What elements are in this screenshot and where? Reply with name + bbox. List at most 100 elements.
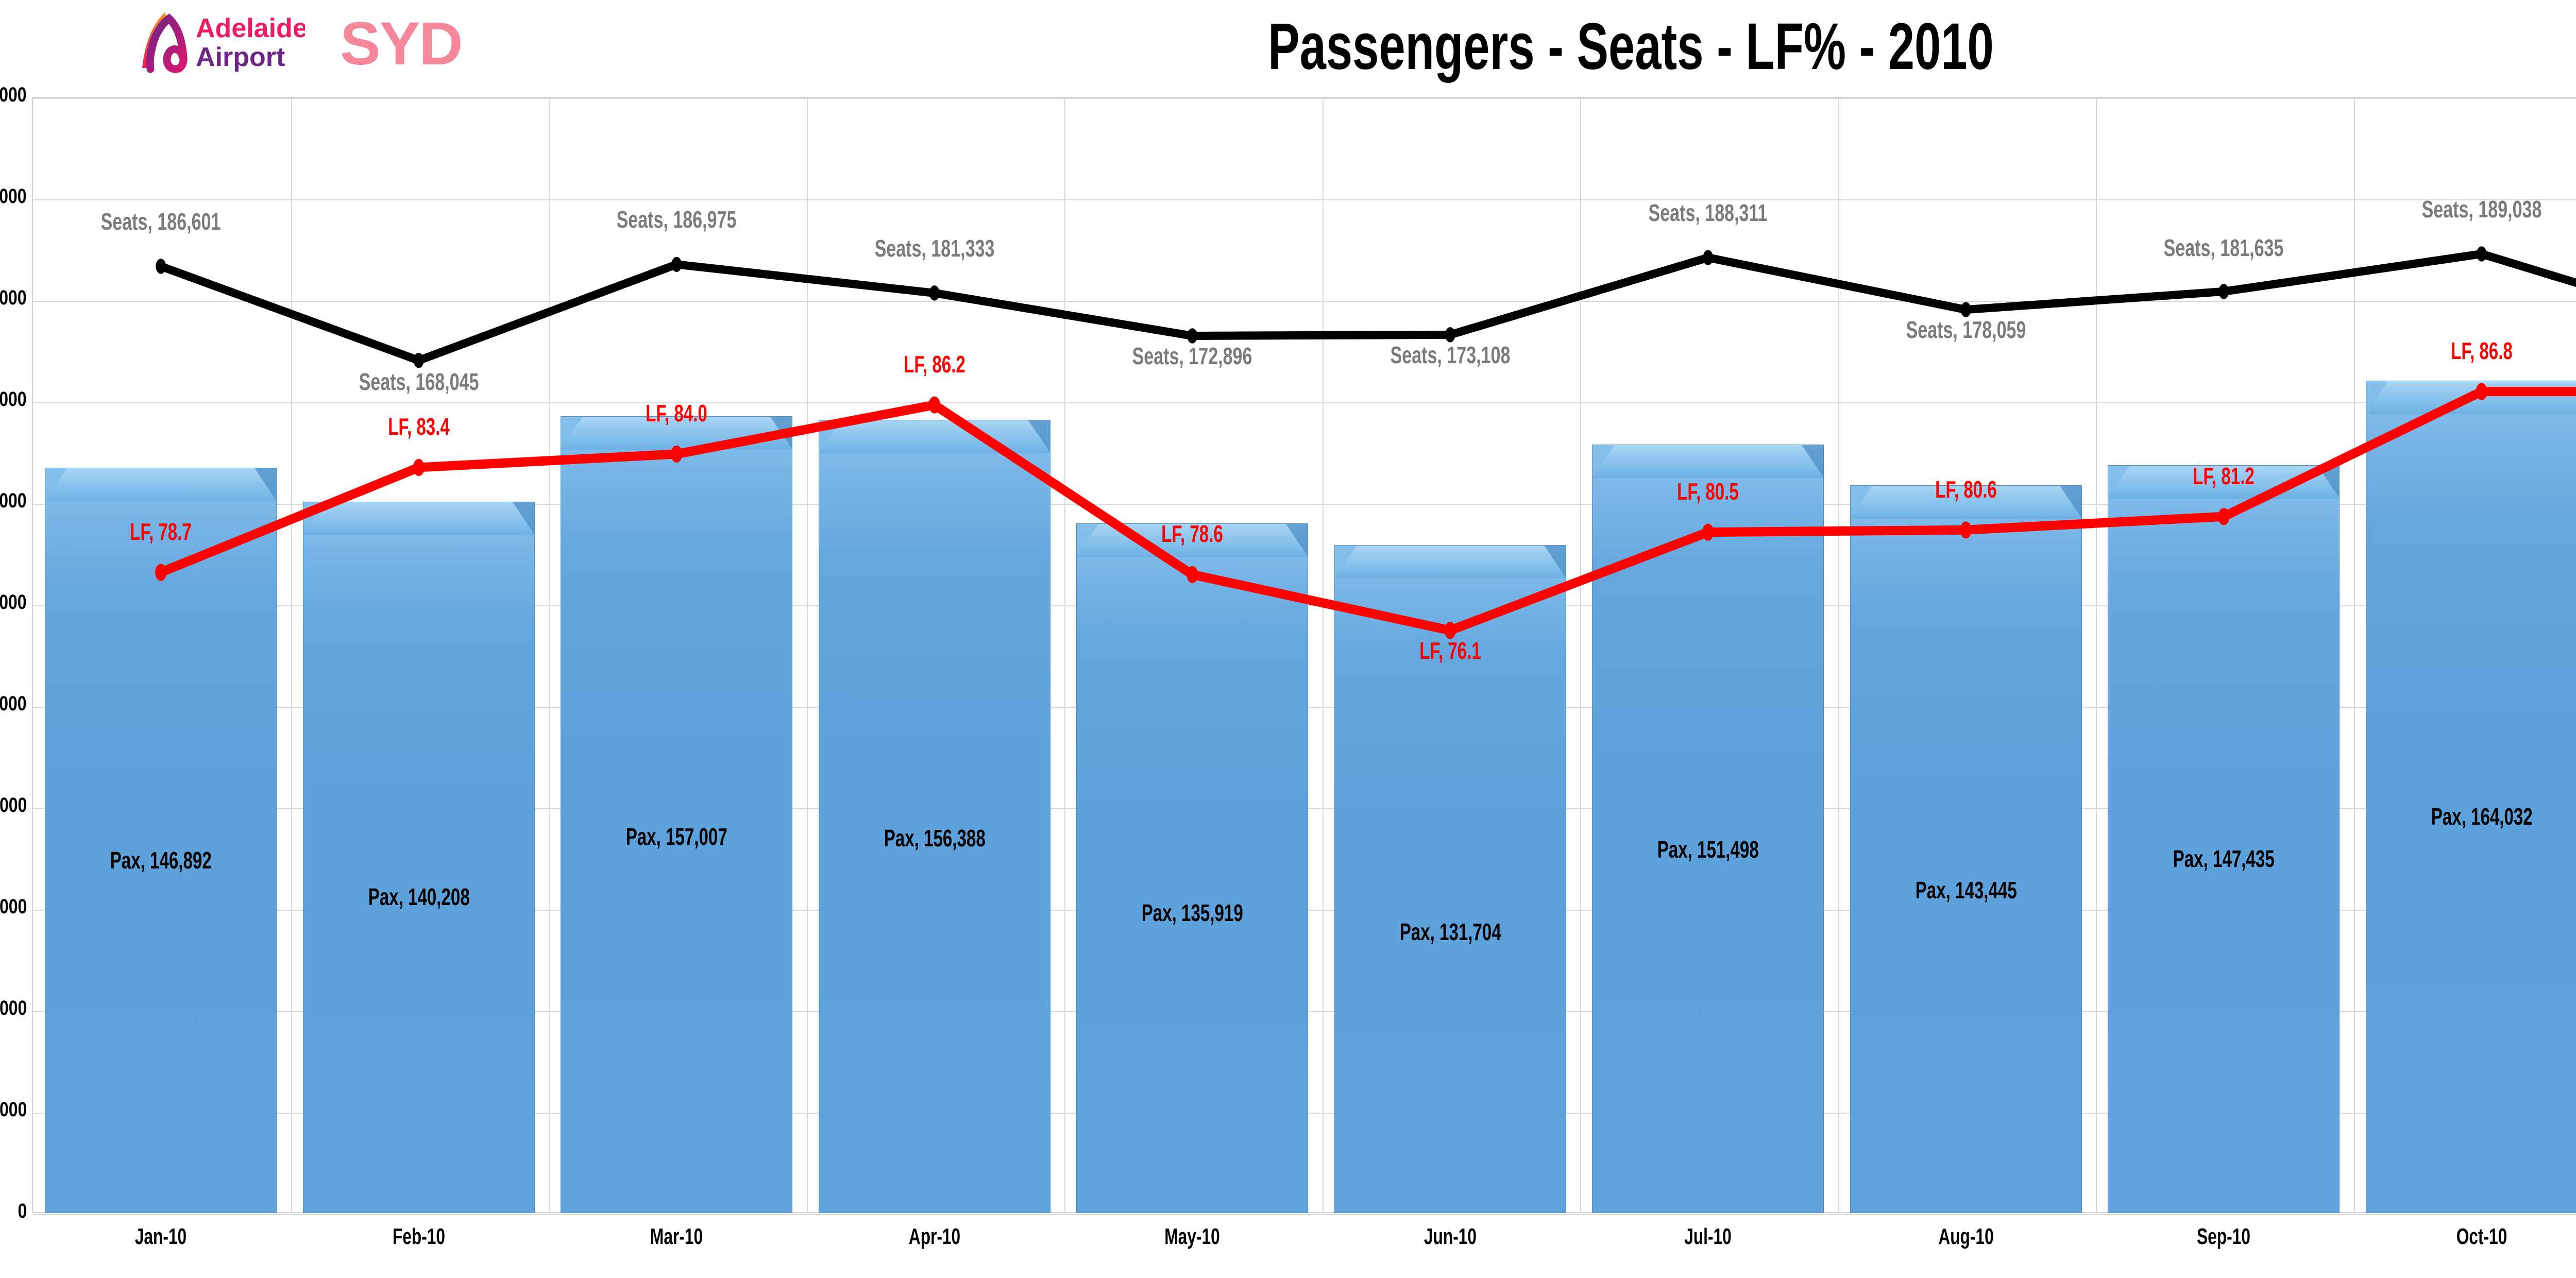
bar-bevel-right — [770, 417, 792, 449]
svg-text:Adelaide: Adelaide — [196, 13, 305, 43]
bar-body — [2365, 381, 2576, 1213]
gridline-vertical — [2096, 98, 2097, 1212]
x-axis-tick-feb-10: Feb-10 — [392, 1224, 445, 1249]
bar-jan-10[interactable]: Pax, 146,892 — [45, 468, 277, 1213]
y-axis-left-tick: 140,000 — [0, 489, 27, 512]
x-axis: Jan-10 Feb-10 Mar-10 Apr-10 May-10 Jun-10 Jul-… — [32, 1224, 2576, 1265]
pax-value-label: Pax, 157,007 — [625, 823, 727, 850]
y-axis-left-tick: 0 — [18, 1200, 27, 1222]
chart-header: Adelaide Airport SYD Passengers - Seats … — [0, 0, 2576, 95]
bar-body — [1076, 523, 1309, 1213]
bar-body — [45, 468, 277, 1213]
x-axis-tick-aug-10: Aug-10 — [1938, 1224, 1994, 1249]
y-axis-left-tick: 100,000 — [0, 692, 27, 715]
x-axis-tick-jan-10: Jan-10 — [135, 1224, 187, 1249]
y-axis-left-tick: 80,000 — [0, 794, 27, 816]
pax-value-label: Pax, 164,032 — [2431, 803, 2533, 830]
bar-bevel-left — [2108, 465, 2130, 498]
pax-value-label: Pax, 151,498 — [1657, 836, 1759, 863]
gridline-vertical — [1580, 98, 1581, 1212]
y-axis-left-tick: 220,000 — [0, 83, 27, 106]
y-axis-left-tick: 120,000 — [0, 591, 27, 614]
bar-top-highlight — [561, 417, 792, 450]
pax-value-label: Pax, 146,892 — [110, 846, 212, 874]
y-axis-left-tick: 200,000 — [0, 185, 27, 208]
gridline-horizontal — [33, 1214, 2576, 1215]
bar-top-highlight — [2108, 465, 2340, 499]
pax-value-label: Pax, 147,435 — [2173, 845, 2275, 873]
bars-layer: Pax, 146,892 Pax, 140,208 Pax, 157,007 Pax,… — [32, 97, 2576, 1213]
gridline-vertical — [549, 98, 550, 1212]
bar-bevel-right — [255, 468, 277, 501]
pax-value-label: Pax, 135,919 — [1141, 899, 1243, 927]
bar-bevel-left — [45, 468, 67, 501]
bar-bevel-right — [512, 502, 534, 534]
bar-may-10[interactable]: Pax, 135,919 — [1076, 523, 1309, 1213]
bar-bevel-left — [819, 420, 841, 452]
gridline-vertical — [1064, 98, 1065, 1212]
x-axis-tick-apr-10: Apr-10 — [908, 1224, 960, 1249]
bar-body — [818, 419, 1050, 1213]
bar-top-highlight — [1077, 524, 1308, 557]
x-axis-tick-may-10: May-10 — [1164, 1224, 1220, 1249]
page-title: Passengers - Seats - LF% - 2010 — [1268, 10, 1994, 83]
bar-body — [1592, 444, 1824, 1213]
bar-bevel-right — [1286, 524, 1308, 556]
bar-jul-10[interactable]: Pax, 151,498 — [1592, 444, 1824, 1213]
gridline-vertical — [2353, 98, 2355, 1212]
y-axis-left-tick: 20,000 — [0, 1098, 27, 1121]
bar-bevel-right — [2059, 486, 2081, 518]
bar-body — [561, 416, 793, 1213]
bar-bevel-right — [1802, 445, 1824, 477]
bar-feb-10[interactable]: Pax, 140,208 — [302, 501, 535, 1213]
y-axis-left: 0 20,000 40,000 60,000 80,000 100,000 120,000 1… — [0, 0, 30, 1278]
gridline-vertical — [1322, 98, 1324, 1212]
bar-body — [1334, 544, 1566, 1213]
bar-top-highlight — [2366, 381, 2576, 415]
bar-bevel-left — [1334, 545, 1357, 577]
gridline-vertical — [806, 98, 808, 1212]
bar-bevel-left — [2366, 381, 2388, 414]
pax-value-label: Pax, 143,445 — [1915, 876, 2017, 904]
bar-bevel-right — [1028, 420, 1050, 452]
bar-bevel-right — [2317, 465, 2340, 498]
pax-value-label: Pax, 131,704 — [1399, 918, 1501, 946]
x-axis-tick-jun-10: Jun-10 — [1423, 1224, 1477, 1249]
bar-aug-10[interactable]: Pax, 143,445 — [1850, 485, 2082, 1213]
adelaide-airport-logo: Adelaide Airport — [135, 8, 305, 75]
gridline-horizontal — [33, 199, 2576, 200]
gridline-vertical — [291, 98, 292, 1212]
bar-jun-10[interactable]: Pax, 131,704 — [1334, 544, 1566, 1213]
bar-body — [1850, 485, 2082, 1213]
bar-top-highlight — [1592, 445, 1824, 478]
x-axis-tick-sep-10: Sep-10 — [2197, 1224, 2251, 1249]
x-axis-tick-oct-10: Oct-10 — [2456, 1224, 2507, 1249]
y-axis-left-tick: 40,000 — [0, 997, 27, 1019]
bar-mar-10[interactable]: Pax, 157,007 — [561, 416, 793, 1213]
bar-apr-10[interactable]: Pax, 156,388 — [818, 419, 1050, 1213]
bar-sep-10[interactable]: Pax, 147,435 — [2108, 465, 2340, 1213]
pax-value-label: Pax, 140,208 — [368, 883, 470, 911]
bar-bevel-left — [561, 417, 583, 449]
bar-top-highlight — [303, 502, 534, 535]
x-axis-tick-mar-10: Mar-10 — [650, 1224, 703, 1249]
pax-value-label: Pax, 156,388 — [884, 825, 986, 852]
y-axis-left-tick: 180,000 — [0, 286, 27, 309]
y-axis-left-tick: 60,000 — [0, 895, 27, 918]
x-axis-tick-jul-10: Jul-10 — [1684, 1224, 1732, 1249]
gridline-vertical — [1838, 98, 1839, 1212]
y-axis-left-tick: 160,000 — [0, 388, 27, 411]
gridline-horizontal — [33, 98, 2576, 99]
bar-bevel-left — [303, 502, 325, 534]
bar-bevel-left — [1592, 445, 1615, 477]
route-code-label: SYD — [340, 10, 463, 78]
bar-top-highlight — [45, 468, 277, 502]
bar-oct-10[interactable]: Pax, 164,032 — [2365, 381, 2576, 1213]
bar-body — [2108, 465, 2340, 1213]
bar-top-highlight — [819, 420, 1050, 453]
bar-bevel-right — [1544, 545, 1566, 577]
bar-top-highlight — [1850, 486, 2081, 519]
bar-top-highlight — [1334, 545, 1566, 578]
bar-bevel-left — [1077, 524, 1099, 556]
bar-body — [302, 501, 535, 1213]
